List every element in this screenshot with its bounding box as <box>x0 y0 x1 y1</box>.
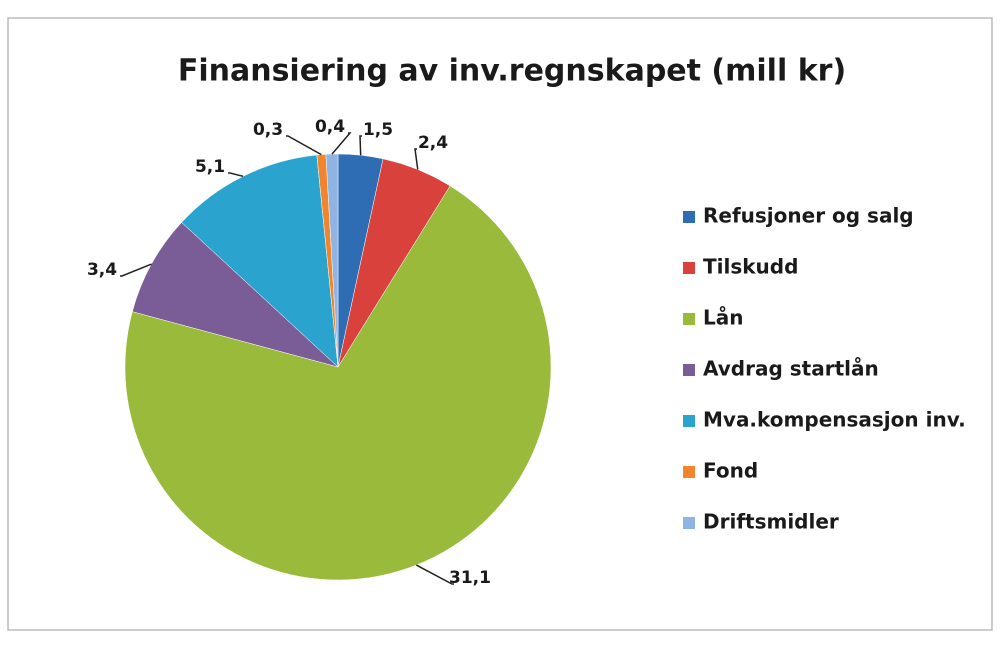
leader-line <box>228 172 244 178</box>
legend-swatch <box>683 415 695 427</box>
legend-swatch <box>683 262 695 274</box>
legend-label: Tilskudd <box>703 255 798 279</box>
legend-swatch <box>683 364 695 376</box>
legend-swatch <box>683 466 695 478</box>
legend-swatch <box>683 313 695 325</box>
legend-swatch <box>683 211 695 223</box>
legend-swatch <box>683 517 695 529</box>
data-label: 0,4 <box>315 117 345 137</box>
legend-label: Lån <box>703 306 743 330</box>
chart-title: Finansiering av inv.regnskapet (mill kr) <box>178 54 846 89</box>
data-label: 3,4 <box>87 260 117 280</box>
pie-slice <box>124 185 552 581</box>
pie-slice <box>132 222 339 368</box>
leader-line <box>120 263 152 277</box>
pie-slice <box>181 154 339 368</box>
data-label: 31,1 <box>449 568 491 588</box>
legend-label: Avdrag startlån <box>703 357 879 381</box>
leader-line <box>414 148 419 170</box>
leader-line <box>286 135 322 156</box>
leader-line <box>359 135 362 156</box>
legend-label: Mva.kompensasjon inv. <box>703 408 966 432</box>
data-label: 2,4 <box>418 133 448 153</box>
data-label: 5,1 <box>195 157 225 177</box>
leader-line <box>416 564 454 585</box>
data-label: 0,3 <box>253 120 283 140</box>
legend-label: Fond <box>703 459 758 483</box>
legend-label: Refusjoner og salg <box>703 204 914 228</box>
data-label: 1,5 <box>363 120 393 140</box>
leader-line <box>331 132 352 155</box>
legend-label: Driftsmidler <box>703 510 839 534</box>
